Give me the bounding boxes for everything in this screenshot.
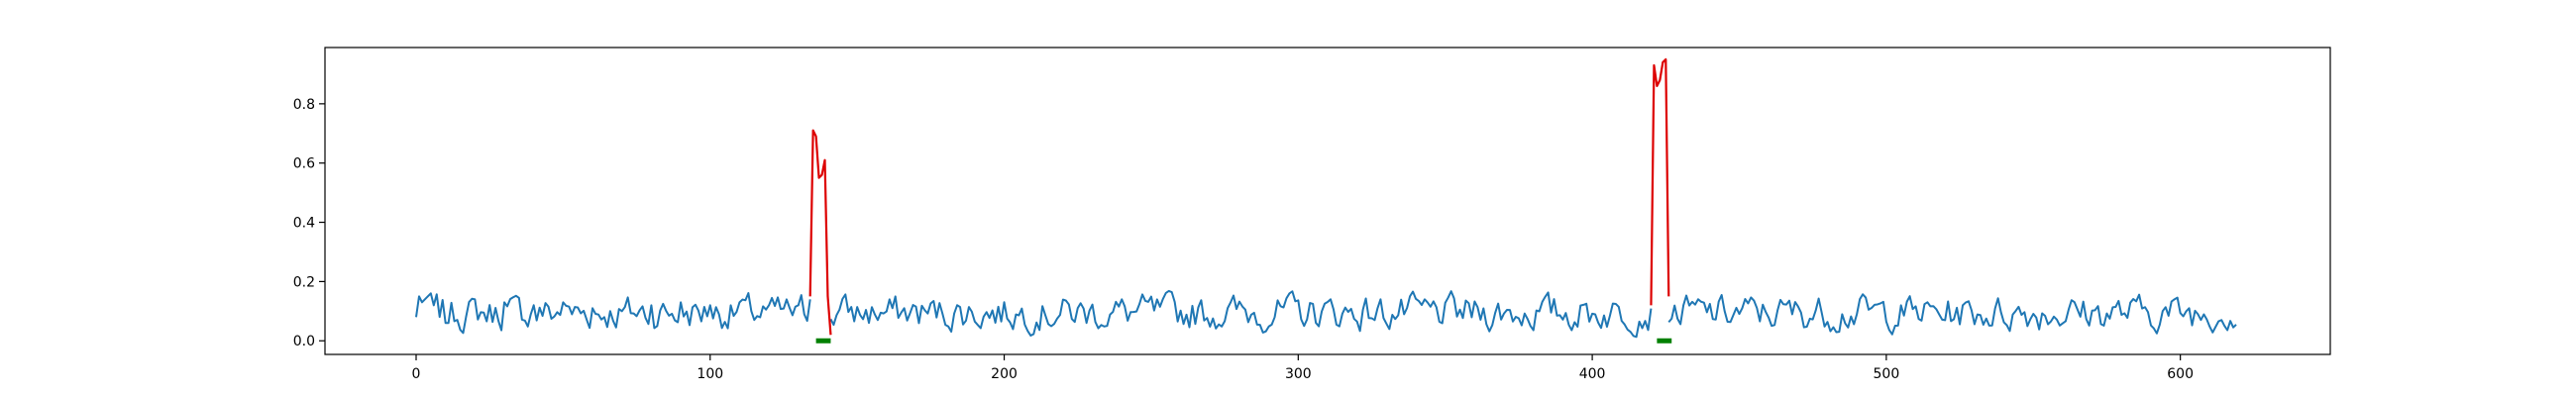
x-tick-label-200: 200 xyxy=(991,366,1018,382)
y-tick-label-1: 0.2 xyxy=(293,274,315,290)
anomaly-line-1 xyxy=(808,129,832,336)
y-tick-label-3: 0.6 xyxy=(293,156,315,172)
series-layer xyxy=(415,289,2237,339)
x-tick-label-500: 500 xyxy=(1874,366,1900,382)
x-tick-label-400: 400 xyxy=(1579,366,1606,382)
y-tick-label-0: 0.0 xyxy=(293,334,315,349)
y-tick-label-2: 0.4 xyxy=(293,216,315,232)
axes-frame xyxy=(324,47,2331,355)
axes-layer: 0 100 200 300 400 500 600 0.0 0.2 0.4 0.6 0.8 xyxy=(293,47,2331,382)
anomaly-line-2 xyxy=(1650,57,1670,306)
series-line-segment-2 xyxy=(1667,293,2237,336)
x-tick-label-600: 600 xyxy=(2167,366,2194,382)
anomaly-layer xyxy=(808,57,1670,336)
series-line-segment-1 xyxy=(829,289,1653,339)
y-tick-label-4: 0.8 xyxy=(293,97,315,113)
x-tick-label-300: 300 xyxy=(1285,366,1312,382)
x-tick-label-0: 0 xyxy=(412,366,421,382)
x-tick-label-100: 100 xyxy=(697,366,723,382)
series-line-segment-0 xyxy=(415,292,811,335)
